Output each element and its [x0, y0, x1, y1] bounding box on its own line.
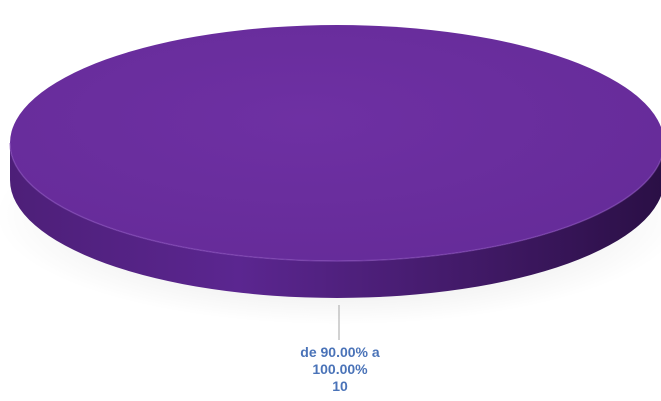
slice-value: 10	[332, 378, 348, 394]
pie-slices	[9, 25, 661, 298]
pie-slice-side	[10, 143, 661, 298]
pie-slice-0	[10, 25, 661, 261]
slice-data-label: de 90.00% a 100.00% 10	[230, 344, 450, 395]
slice-label-line1: de 90.00% a	[300, 344, 380, 360]
pie-slice-rim	[9, 142, 661, 262]
slice-label-line2: 100.00%	[312, 361, 368, 377]
